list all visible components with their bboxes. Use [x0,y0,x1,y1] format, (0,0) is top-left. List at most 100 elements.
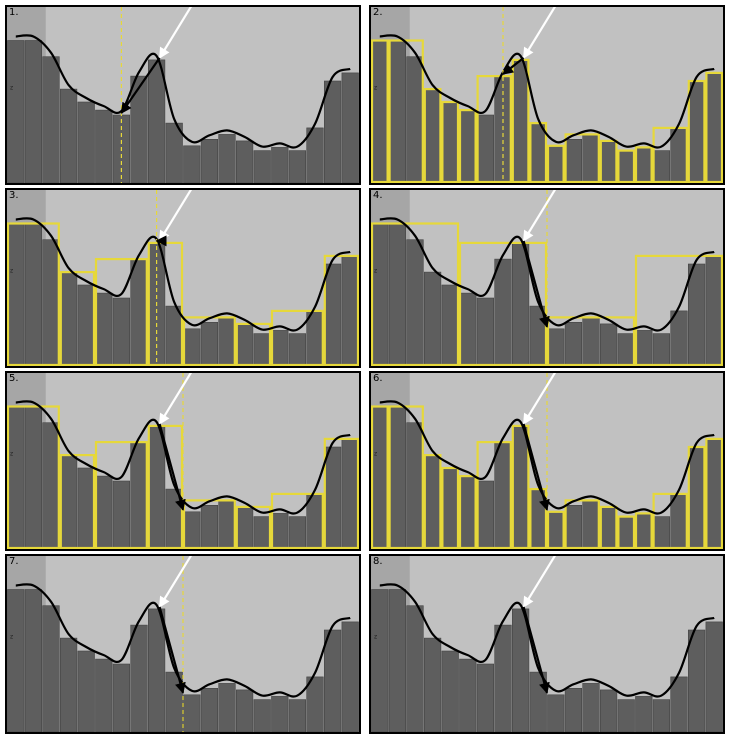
bar [148,425,166,549]
panel-number: 7. [9,556,19,567]
bar [288,150,307,183]
bar [441,467,459,549]
bar [476,480,494,549]
bar [236,689,254,732]
bar [547,328,565,366]
incoming-arrow [522,7,557,59]
panel-graphic: z [371,373,723,549]
bar [95,475,113,549]
bar [441,284,459,366]
axis-mark: z [374,451,377,458]
bar [42,56,60,183]
bar [705,255,723,366]
panel-number: 6. [373,373,383,384]
bar [253,333,271,366]
outgoing-arrow [522,423,550,511]
yellow-block [94,440,148,549]
bar [112,480,130,549]
panel-4: z 4. [369,188,725,368]
axis-mark: z [10,268,13,275]
axis-mark: z [374,634,377,641]
bar [306,676,324,732]
bar [564,688,583,732]
bar [406,56,424,183]
panel-number: 5. [9,373,19,384]
bar [406,422,424,549]
outgoing-arrow [522,606,550,694]
yellow-block [652,492,688,549]
bar [441,101,459,183]
yellow-block [59,270,96,366]
bar [77,101,95,183]
yellow-block [235,505,272,549]
bar [183,694,201,732]
panel-7: z 7. [5,554,361,734]
yellow-block [476,440,512,549]
bar [95,109,113,183]
bar [148,608,166,732]
bar [200,322,219,366]
yellow-block [529,121,548,183]
axis-mark: z [10,451,13,458]
bar [271,147,289,183]
bar [341,438,359,549]
bar [130,258,148,366]
panel-2: z 2. [369,5,725,185]
bar [494,624,512,732]
yellow-block [546,510,565,549]
bar [42,422,60,549]
bar [183,328,201,366]
bar [459,658,477,732]
bar [306,310,324,366]
bar [341,255,359,366]
bar [165,122,183,183]
bar [423,637,442,732]
bar [218,317,236,366]
bar [652,516,671,549]
bar [476,663,494,732]
bar [130,75,148,183]
bar [271,330,289,366]
panel-1: z 1. [5,5,361,185]
bar [635,147,653,183]
bar [547,694,565,732]
axis-mark: z [374,268,377,275]
incoming-arrow [522,556,557,608]
bar [476,114,494,183]
bar [183,145,201,183]
bar [24,589,43,732]
bar [652,333,671,366]
bar [423,88,442,183]
yellow-block [546,144,565,183]
bar [582,500,600,549]
bar [388,223,407,366]
bar [687,446,706,549]
panel-number: 1. [9,7,19,18]
yellow-block [458,241,548,366]
incoming-arrow [522,190,557,242]
panel-graphic: z [7,373,359,549]
bar [218,500,236,549]
bar [441,650,459,732]
yellow-block [270,309,324,366]
bar [600,506,618,549]
bar [7,223,25,366]
yellow-block [441,466,460,549]
bar [652,150,671,183]
bar [95,292,113,366]
bar [253,150,271,183]
bar [423,454,442,549]
bar [236,506,254,549]
bar [271,513,289,549]
bar [423,271,442,366]
yellow-block [511,424,530,549]
incoming-arrow [158,7,193,59]
bar [288,516,307,549]
bar [148,59,166,183]
incoming-arrow [158,190,193,242]
bar [547,511,565,549]
panel-number: 3. [9,190,19,201]
yellow-block [388,405,424,549]
yellow-block [371,405,389,549]
yellow-block [617,149,636,183]
